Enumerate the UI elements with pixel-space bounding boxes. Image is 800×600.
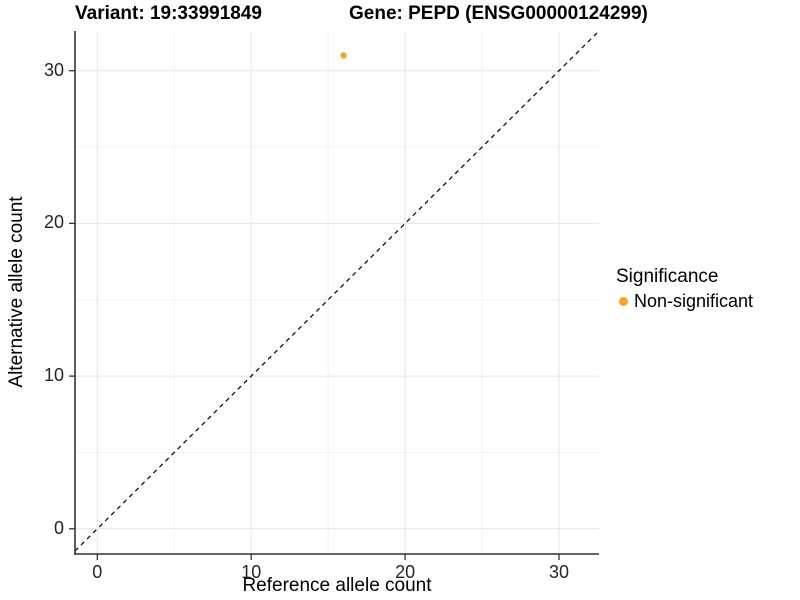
- plot-title-variant: Variant: 19:33991849: [75, 3, 262, 24]
- y-tick-label: 20: [43, 212, 64, 233]
- x-tick-label: 30: [548, 562, 569, 582]
- legend-item: Non-significant: [616, 291, 753, 312]
- x-tick-label: 0: [92, 562, 103, 582]
- x-tick-label: 10: [241, 562, 262, 582]
- x-tick-label: 20: [395, 562, 416, 582]
- plot-title-gene: Gene: PEPD (ENSG00000124299): [349, 3, 648, 24]
- x-axis-label: Reference allele count: [242, 575, 432, 596]
- legend-item-label: Non-significant: [634, 291, 754, 311]
- legend-marker-icon: [619, 297, 628, 306]
- legend: Significance Non-significant: [616, 266, 753, 312]
- y-tick-label: 0: [53, 517, 64, 538]
- y-tick-label: 30: [43, 59, 64, 80]
- legend-title: Significance: [616, 266, 719, 287]
- y-axis-label: Alternative allele count: [6, 196, 27, 388]
- y-tick-label: 10: [43, 365, 64, 386]
- data-point: [340, 52, 347, 59]
- legend-items: Non-significant: [616, 291, 753, 312]
- identity-line: [74, 30, 600, 552]
